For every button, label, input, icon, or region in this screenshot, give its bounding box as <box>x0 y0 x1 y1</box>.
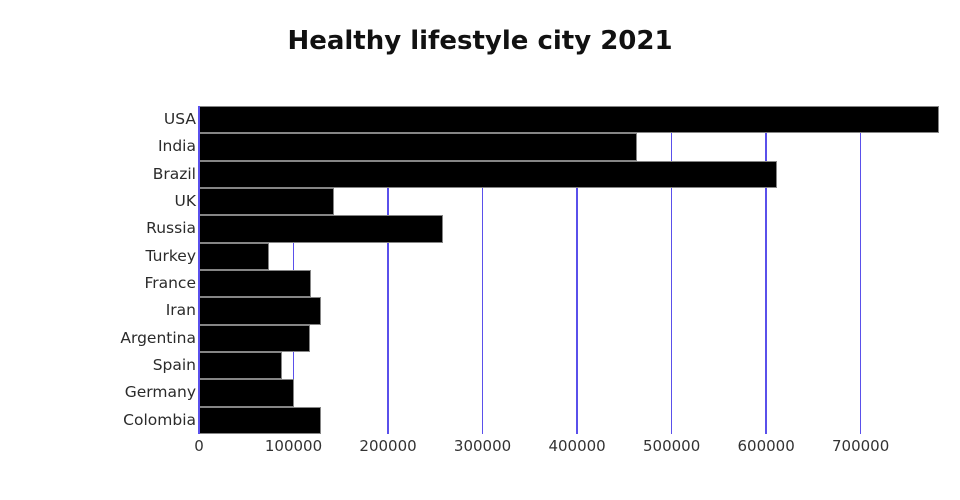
y-axis-label: Spain <box>152 356 196 374</box>
x-axis-tick-label: 500000 <box>642 437 701 455</box>
x-axis-tick-label: 300000 <box>453 437 512 455</box>
gridline <box>859 106 862 434</box>
bar-india <box>199 133 637 161</box>
chart-title: Healthy lifestyle city 2021 <box>287 26 673 56</box>
bar-brazil <box>199 160 778 188</box>
bar-germany <box>199 379 294 407</box>
bar-uk <box>199 188 335 216</box>
bar-row <box>199 242 269 270</box>
gridline <box>387 106 389 434</box>
y-axis-label: Colombia <box>123 410 196 429</box>
gridline <box>481 106 484 434</box>
bar-turkey <box>199 242 269 270</box>
y-axis-label: Brazil <box>152 164 196 183</box>
y-axis-label: Argentina <box>120 328 196 347</box>
y-axis-label: Iran <box>165 301 196 320</box>
y-axis-label: Russia <box>146 219 196 238</box>
bar-row <box>199 297 321 325</box>
x-axis-tick-label: 600000 <box>737 437 795 455</box>
y-axis-label: India <box>157 137 196 156</box>
bar-iran <box>199 297 321 325</box>
bar-row <box>199 160 778 188</box>
bar-row <box>199 352 283 380</box>
bar-row <box>199 324 310 352</box>
bar-row <box>199 133 637 161</box>
bar-argentina <box>199 324 310 352</box>
plot-area <box>198 106 941 434</box>
bar-spain <box>199 352 283 380</box>
bar-row <box>199 406 321 434</box>
x-axis-tick-label: 700000 <box>832 437 890 455</box>
gridline <box>765 106 767 434</box>
y-axis-label: USA <box>163 110 196 128</box>
y-axis-label: France <box>144 274 196 292</box>
gridline <box>198 106 200 434</box>
bar-usa <box>199 106 940 134</box>
bar-row <box>199 106 940 134</box>
gridline <box>670 106 673 434</box>
bar-row <box>199 215 443 243</box>
y-axis-label: Turkey <box>145 246 196 265</box>
bar-row <box>199 379 294 407</box>
x-axis-tick-label: 400000 <box>548 437 606 455</box>
x-axis-tick-label: 0 <box>194 437 204 455</box>
bar-row <box>199 270 311 298</box>
bar-france <box>199 270 311 298</box>
bar-russia <box>199 215 443 243</box>
bar-row <box>199 188 335 216</box>
bar-colombia <box>199 406 321 434</box>
x-axis-tick-label: 100000 <box>264 437 323 455</box>
y-axis-label: UK <box>174 192 196 210</box>
y-axis-label: Germany <box>124 383 196 402</box>
gridline <box>576 106 578 434</box>
x-axis-tick-label: 200000 <box>359 437 417 455</box>
